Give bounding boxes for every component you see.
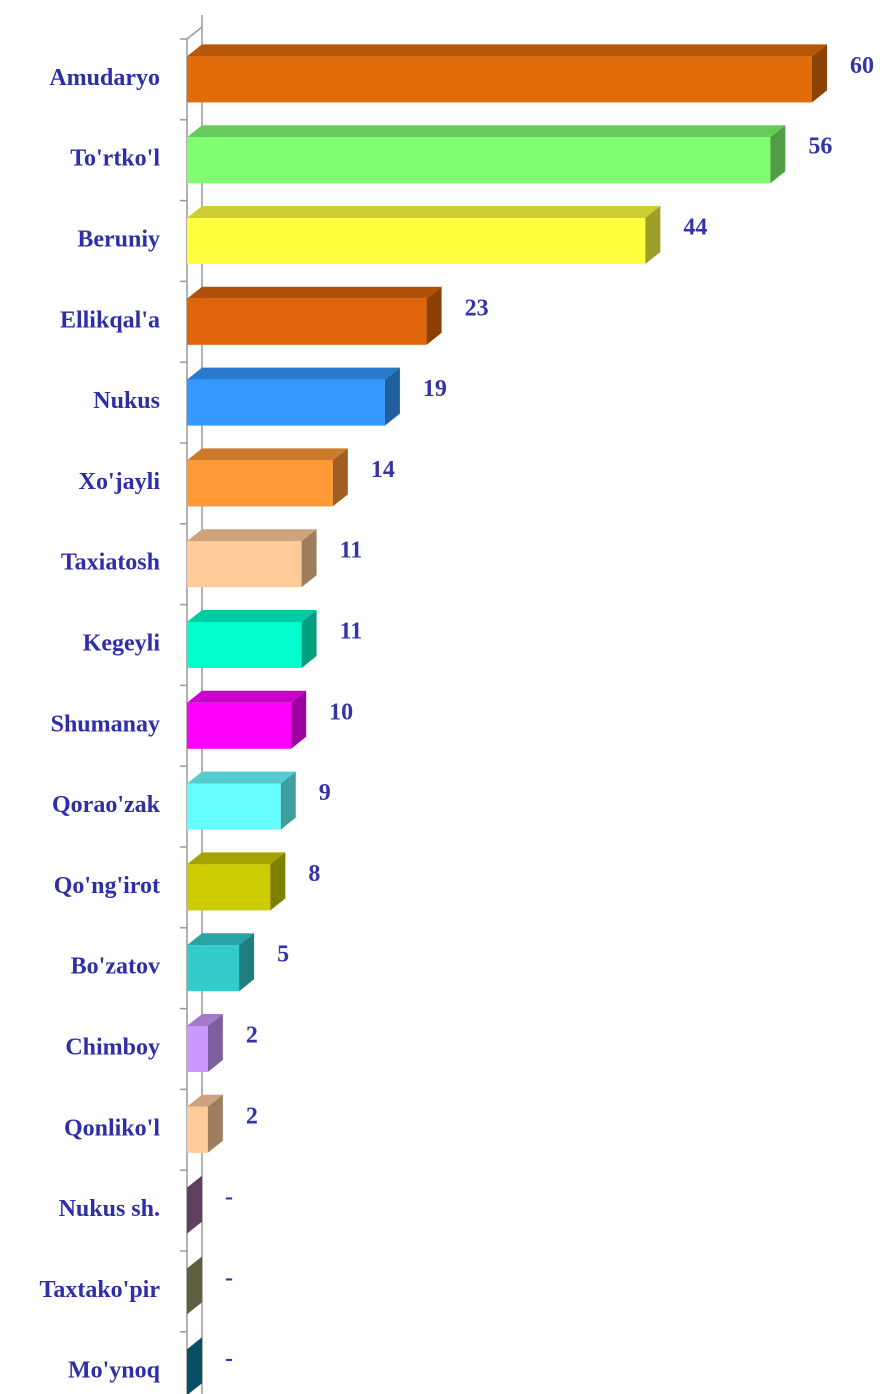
value-label: 9 — [319, 780, 331, 806]
value-label: 23 — [465, 295, 489, 321]
value-label: 10 — [329, 699, 353, 725]
category-label: Qorao'zak — [52, 792, 161, 818]
bar-side — [301, 610, 317, 668]
category-label: Ellikqal'a — [60, 307, 160, 333]
bar — [187, 137, 771, 184]
bar — [187, 379, 385, 426]
bar-side — [812, 44, 827, 103]
axis-wall-top — [186, 26, 203, 40]
bar — [187, 1106, 208, 1153]
bar-side — [187, 1337, 202, 1394]
bar-top — [187, 771, 296, 784]
value-label: 44 — [683, 215, 707, 241]
bar-side — [207, 1014, 223, 1072]
value-label: - — [225, 1265, 233, 1291]
bar-side — [207, 1094, 223, 1153]
category-label: Bo'zatov — [71, 954, 160, 980]
value-label: 14 — [371, 457, 395, 483]
bar — [187, 298, 427, 345]
bar-side — [187, 1256, 202, 1315]
category-label: Xo'jayli — [79, 469, 161, 495]
bar-top — [187, 1094, 223, 1107]
value-label: 11 — [340, 619, 363, 645]
bar-top — [187, 1014, 223, 1026]
bar-side — [645, 206, 661, 264]
bar — [187, 702, 292, 749]
bar — [187, 460, 333, 507]
bar-side — [301, 529, 317, 588]
bar-side — [770, 125, 786, 184]
category-label: To'rtko'l — [70, 146, 160, 172]
bar-top — [187, 933, 255, 946]
bar-side — [239, 933, 255, 992]
bar — [187, 56, 812, 103]
value-label: 2 — [246, 1023, 258, 1049]
bar — [187, 864, 271, 911]
value-label: 60 — [850, 53, 874, 79]
bar-top — [187, 448, 348, 461]
bar-side — [187, 1175, 202, 1234]
bar-side — [332, 448, 348, 507]
category-label: Qonliko'l — [64, 1115, 160, 1141]
category-label: Amudaryo — [49, 65, 160, 91]
bar-top — [187, 286, 442, 299]
bar-side — [426, 286, 442, 345]
category-label: Kegeyli — [83, 631, 161, 657]
bar-side — [291, 690, 307, 749]
category-label: Nukus — [93, 388, 160, 414]
bar-top — [187, 367, 400, 380]
bar-top — [187, 44, 827, 57]
bar — [187, 218, 646, 264]
value-label: 2 — [246, 1103, 258, 1129]
bar-top — [187, 610, 317, 622]
value-label: - — [225, 1346, 233, 1372]
bar — [187, 1026, 208, 1072]
category-label: Qo'ng'irot — [54, 873, 160, 899]
bar-top — [187, 206, 661, 218]
bar-top — [187, 529, 317, 542]
category-label: Mo'ynoq — [68, 1358, 161, 1384]
value-label: 19 — [423, 376, 447, 402]
category-label: Shumanay — [51, 711, 160, 737]
category-label: Beruniy — [77, 227, 160, 253]
bar — [187, 622, 302, 668]
value-label: 5 — [277, 942, 289, 968]
value-label: 8 — [308, 861, 320, 887]
bar-top — [187, 125, 786, 138]
bar-top — [187, 852, 286, 865]
category-label: Taxtako'pir — [40, 1277, 161, 1303]
bar — [187, 945, 240, 992]
bar-side — [270, 852, 286, 911]
bar — [187, 541, 302, 588]
value-label: - — [225, 1184, 233, 1210]
category-label: Chimboy — [65, 1035, 160, 1061]
bar — [187, 783, 281, 830]
value-label: 11 — [340, 538, 363, 564]
value-label: 56 — [808, 134, 832, 160]
category-label: Taxiatosh — [61, 550, 160, 576]
bar-side — [280, 771, 296, 830]
category-label: Nukus sh. — [59, 1196, 160, 1222]
bar-top — [187, 690, 307, 703]
bar-side — [384, 367, 400, 426]
